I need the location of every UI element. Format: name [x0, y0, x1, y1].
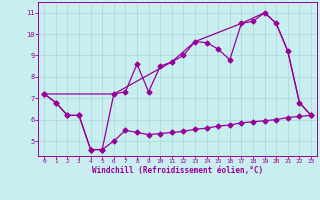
X-axis label: Windchill (Refroidissement éolien,°C): Windchill (Refroidissement éolien,°C): [92, 166, 263, 175]
